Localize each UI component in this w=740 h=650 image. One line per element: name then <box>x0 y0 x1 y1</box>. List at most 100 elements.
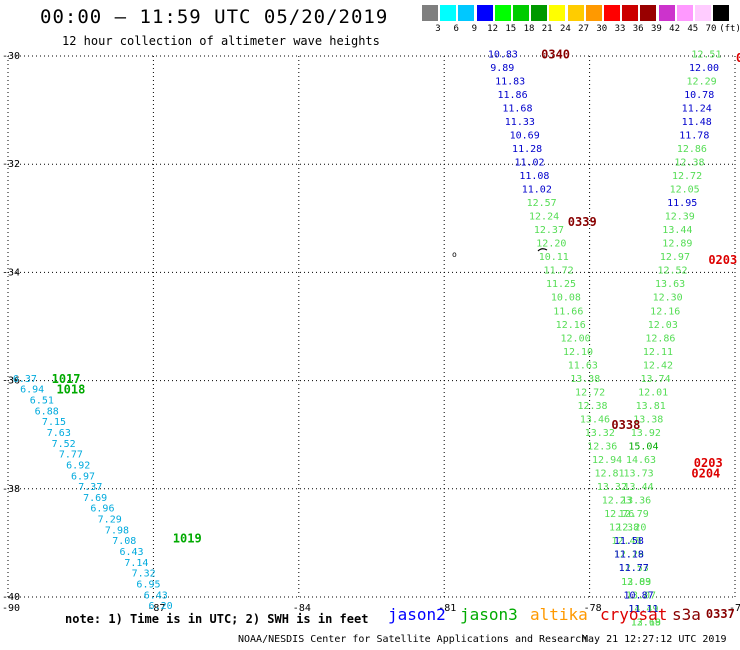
lon-tick-label: -78 <box>584 603 602 614</box>
footer-credit: NOAA/NESDIS Center for Satellite Applica… <box>238 634 588 645</box>
wave-height-value: 12.72 <box>672 171 702 182</box>
colorbar-label: 15 <box>505 24 517 34</box>
wave-height-value: 13.44 <box>662 225 692 236</box>
wave-height-value: 13.32 <box>597 482 627 493</box>
pass-id-label: 1018 <box>56 383 85 397</box>
wave-height-value: 12.48 <box>611 536 641 547</box>
lon-tick-label: -90 <box>2 603 20 614</box>
pass-id-label: 0204 <box>691 467 720 481</box>
wave-height-value: 12.29 <box>614 550 644 561</box>
wave-height-value: 12.81 <box>594 469 624 480</box>
satellite-legend-cryosat: cryosat <box>600 605 668 624</box>
colorbar-label: 39 <box>650 24 662 34</box>
wave-height-value: 12.51 <box>691 49 721 60</box>
island-outline <box>537 248 548 252</box>
wave-height-value: 11.95 <box>667 198 697 209</box>
wave-height-value: 6.51 <box>30 396 54 407</box>
pass-id-label: 0340 <box>541 47 570 61</box>
wave-height-value: 6.88 <box>35 406 59 417</box>
lat-tick-label: -30 <box>2 51 20 62</box>
wave-height-value: 13.07 <box>626 590 656 601</box>
wave-height-value: 7.37 <box>78 482 102 493</box>
wave-height-value: 7.08 <box>112 536 136 547</box>
wave-height-value: 12.83 <box>621 577 651 588</box>
page-title: 00:00 — 11:59 UTC 05/20/2019 <box>40 6 389 28</box>
wave-height-value: 12.19 <box>631 617 661 628</box>
wave-height-value: 6.43 <box>144 590 168 601</box>
wave-height-value: 12.76 <box>604 509 634 520</box>
wave-height-value: 12.16 <box>650 306 680 317</box>
wave-height-value: 6.43 <box>119 547 143 558</box>
wave-height-value: 11.66 <box>553 306 583 317</box>
colorbar-swatch <box>713 5 730 21</box>
wave-height-value: 13.32 <box>585 428 615 439</box>
wave-height-value: 11.02 <box>514 157 544 168</box>
wave-height-value: 10.11 <box>539 252 569 263</box>
colorbar-label: 3 <box>435 24 441 34</box>
wave-height-value: 12.42 <box>643 360 673 371</box>
wave-height-tracks: 6.376.946.516.887.157.637.527.776.926.97… <box>13 49 722 628</box>
wave-height-value: 12.38 <box>609 523 639 534</box>
wave-height-value: 12.23 <box>602 496 632 507</box>
colorbar-swatch <box>567 5 584 21</box>
wave-height-value: 11.86 <box>498 90 528 101</box>
colorbar-label: 45 <box>687 24 699 34</box>
wave-height-value: 13.38 <box>633 414 663 425</box>
wave-height-value: 12.86 <box>677 144 707 155</box>
wave-height-value: 12.39 <box>665 212 695 223</box>
lat-tick-label: -34 <box>2 267 20 278</box>
pass-id-label: 0339 <box>568 215 597 229</box>
wave-height-value: 12.86 <box>645 333 675 344</box>
wave-height-value: 11.25 <box>546 279 576 290</box>
wave-height-value: 12.05 <box>670 185 700 196</box>
footer-note: note: 1) Time is in UTC; 2) SWH is in fe… <box>65 612 369 626</box>
colorbar-label: 6 <box>453 24 459 34</box>
wave-height-value: 10.87 <box>624 590 654 601</box>
wave-height-value: 12.37 <box>534 225 564 236</box>
colorbar-label: 18 <box>523 24 535 34</box>
wave-height-value: 11.28 <box>512 144 542 155</box>
colorbar-swatch <box>458 5 475 21</box>
colorbar-swatch <box>676 5 693 21</box>
wave-height-value: 12.30 <box>653 293 683 304</box>
satellite-legend-jason2: jason2 <box>388 605 446 624</box>
wave-height-value: 15.04 <box>628 442 658 453</box>
colorbar-swatch <box>494 5 511 21</box>
wave-height-value: 12.94 <box>592 455 622 466</box>
wave-height-value: 7.32 <box>132 569 156 580</box>
colorbar-label: 36 <box>632 24 644 34</box>
wave-height-value: 11.18 <box>614 550 644 561</box>
wave-height-value: 13.46 <box>580 414 610 425</box>
wave-height-value: 12.00 <box>689 63 719 74</box>
lon-tick-label: -87 <box>147 603 165 614</box>
footer-timestamp: May 21 12:27:12 UTC 2019 <box>582 634 727 645</box>
wave-height-value: 7.29 <box>98 515 122 526</box>
pass-labels: 0340020203390203101710180338020302041019… <box>52 47 740 621</box>
colorbar-label: (ft) <box>719 24 740 34</box>
wave-height-value: 11.08 <box>519 171 549 182</box>
wave-height-value: 12.79 <box>619 509 649 520</box>
wave-height-value: 6.37 <box>13 374 37 385</box>
wave-height-value: 11.24 <box>682 103 712 114</box>
wave-height-value: 7.77 <box>59 450 83 461</box>
wave-height-value: 12.53 <box>619 563 649 574</box>
pass-id-label: 1019 <box>173 531 202 545</box>
colorbar-label: 30 <box>596 24 608 34</box>
colorbar-swatch <box>658 5 675 21</box>
colorbar-label: 33 <box>614 24 626 34</box>
wave-height-value: 10.08 <box>551 293 581 304</box>
wave-height-value: 12.16 <box>556 320 586 331</box>
wave-height-value: 12.11 <box>643 347 673 358</box>
colorbar-swatch <box>549 5 566 21</box>
wave-height-value: 12.10 <box>563 347 593 358</box>
wave-height-value: 12.20 <box>536 239 566 250</box>
satellite-legend-jason3: jason3 <box>460 605 518 624</box>
wave-height-value: 13.36 <box>621 496 651 507</box>
wave-height-value: 7.52 <box>52 439 76 450</box>
colorbar-label: 42 <box>669 24 681 34</box>
wave-height-value: 6.20 <box>149 601 173 612</box>
wave-height-value: 13.92 <box>631 428 661 439</box>
wave-height-value: 6.97 <box>71 471 95 482</box>
lon-tick-label: -81 <box>438 603 456 614</box>
wave-height-value: 13.81 <box>636 401 666 412</box>
